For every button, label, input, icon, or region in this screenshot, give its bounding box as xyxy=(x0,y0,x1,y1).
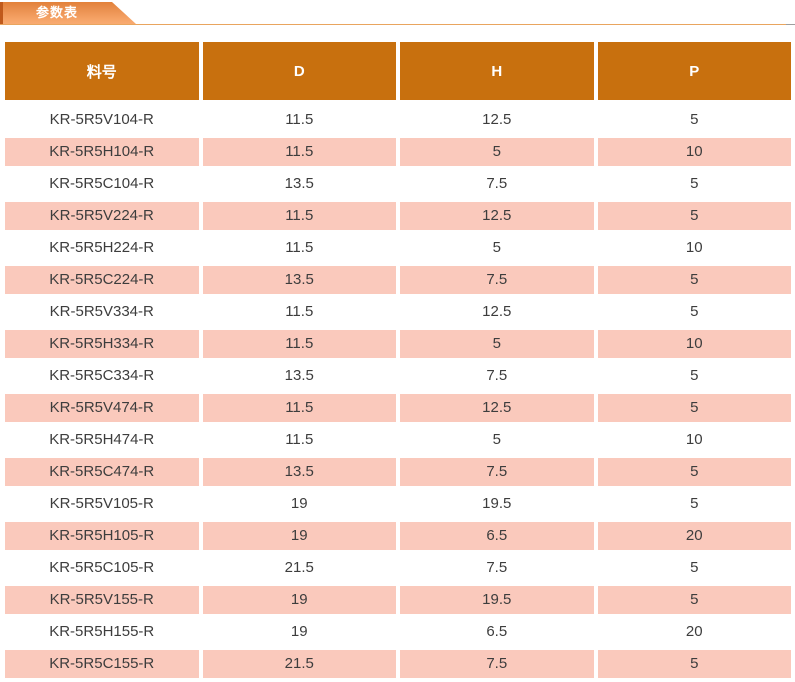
cell-p: 5 xyxy=(597,200,791,232)
cell-p: 5 xyxy=(597,648,791,680)
cell-d: 13.5 xyxy=(284,367,314,384)
cell-part-number: KR-5R5C224-R xyxy=(5,264,199,296)
cell-h: 5 xyxy=(492,431,501,448)
cell-h: 5 xyxy=(492,239,501,256)
cell-d: 11.5 xyxy=(285,431,314,448)
cell-p: 5 xyxy=(690,111,699,128)
header-h: H xyxy=(400,42,594,100)
cell-d: 11.5 xyxy=(202,392,396,424)
cell-h: 12.5 xyxy=(400,200,594,232)
cell-p: 5 xyxy=(597,584,791,616)
divider-end-cap xyxy=(786,24,795,25)
cell-d: 13.5 xyxy=(284,175,314,192)
cell-p: 5 xyxy=(690,175,699,192)
cell-h: 12.5 xyxy=(400,392,594,424)
cell-h: 7.5 xyxy=(400,648,594,680)
cell-d: 11.5 xyxy=(202,200,396,232)
cell-h: 6.5 xyxy=(486,623,508,640)
cell-part-number: KR-5R5C104-R xyxy=(49,175,155,192)
section-tab-label: 参数表 xyxy=(36,5,79,20)
table-body: KR-5R5V104-R 11.5 12.5 5 KR-5R5H104-R 11.5 5 10… xyxy=(5,104,791,680)
cell-part-number: KR-5R5V224-R xyxy=(5,200,199,232)
cell-h: 19.5 xyxy=(400,584,594,616)
cell-p: 20 xyxy=(597,520,791,552)
divider-line xyxy=(0,24,795,25)
cell-part-number: KR-5R5H104-R xyxy=(5,136,199,168)
cell-part-number: KR-5R5V104-R xyxy=(49,111,154,128)
cell-p: 10 xyxy=(685,239,703,256)
cell-d: 11.5 xyxy=(202,136,396,168)
cell-d: 21.5 xyxy=(284,559,314,576)
cell-part-number: KR-5R5H334-R xyxy=(5,328,199,360)
header-d: D xyxy=(202,42,396,100)
cell-part-number: KR-5R5C105-R xyxy=(49,559,155,576)
cell-p: 5 xyxy=(597,264,791,296)
cell-d: 11.5 xyxy=(202,328,396,360)
cell-part-number: KR-5R5V155-R xyxy=(5,584,199,616)
cell-part-number: KR-5R5C474-R xyxy=(5,456,199,488)
cell-d: 11.5 xyxy=(285,111,314,128)
cell-d: 19 xyxy=(202,520,396,552)
cell-part-number: KR-5R5H105-R xyxy=(5,520,199,552)
cell-h: 12.5 xyxy=(482,303,512,320)
tab-accent-bar xyxy=(0,2,3,24)
cell-p: 5 xyxy=(597,456,791,488)
cell-d: 11.5 xyxy=(285,239,314,256)
cell-d: 13.5 xyxy=(202,264,396,296)
cell-h: 5 xyxy=(400,136,594,168)
cell-h: 7.5 xyxy=(400,264,594,296)
cell-part-number: KR-5R5H474-R xyxy=(49,431,155,448)
cell-p: 5 xyxy=(690,303,699,320)
cell-p: 10 xyxy=(685,431,703,448)
cell-h: 5 xyxy=(400,328,594,360)
cell-part-number: KR-5R5V105-R xyxy=(49,495,154,512)
cell-p: 5 xyxy=(690,495,699,512)
cell-h: 12.5 xyxy=(482,111,512,128)
cell-p: 5 xyxy=(597,392,791,424)
cell-part-number: KR-5R5V474-R xyxy=(5,392,199,424)
cell-d: 21.5 xyxy=(202,648,396,680)
cell-p: 5 xyxy=(690,559,699,576)
cell-p: 10 xyxy=(597,136,791,168)
cell-d: 11.5 xyxy=(285,303,314,320)
cell-part-number: KR-5R5C155-R xyxy=(5,648,199,680)
cell-p: 5 xyxy=(690,367,699,384)
cell-p: 10 xyxy=(597,328,791,360)
cell-part-number: KR-5R5C334-R xyxy=(49,367,155,384)
cell-p: 20 xyxy=(685,623,703,640)
cell-d: 19 xyxy=(290,495,308,512)
cell-h: 7.5 xyxy=(486,367,508,384)
cell-part-number: KR-5R5V334-R xyxy=(49,303,154,320)
cell-h: 7.5 xyxy=(486,175,508,192)
cell-d: 19 xyxy=(290,623,308,640)
cell-h: 7.5 xyxy=(486,559,508,576)
cell-h: 7.5 xyxy=(400,456,594,488)
header-p: P xyxy=(597,42,791,100)
cell-part-number: KR-5R5H224-R xyxy=(49,239,155,256)
cell-part-number: KR-5R5H155-R xyxy=(49,623,155,640)
cell-d: 19 xyxy=(202,584,396,616)
cell-h: 6.5 xyxy=(400,520,594,552)
header-part-number: 料号 xyxy=(5,42,199,100)
parameter-table: 料号 D H P KR-5R5V104-R 11.5 12.5 5 KR-5R5H104… xyxy=(5,42,791,680)
section-tab: 参数表 xyxy=(0,2,136,24)
table-header-row: 料号 D H P xyxy=(5,42,791,100)
cell-h: 19.5 xyxy=(482,495,512,512)
cell-d: 13.5 xyxy=(202,456,396,488)
